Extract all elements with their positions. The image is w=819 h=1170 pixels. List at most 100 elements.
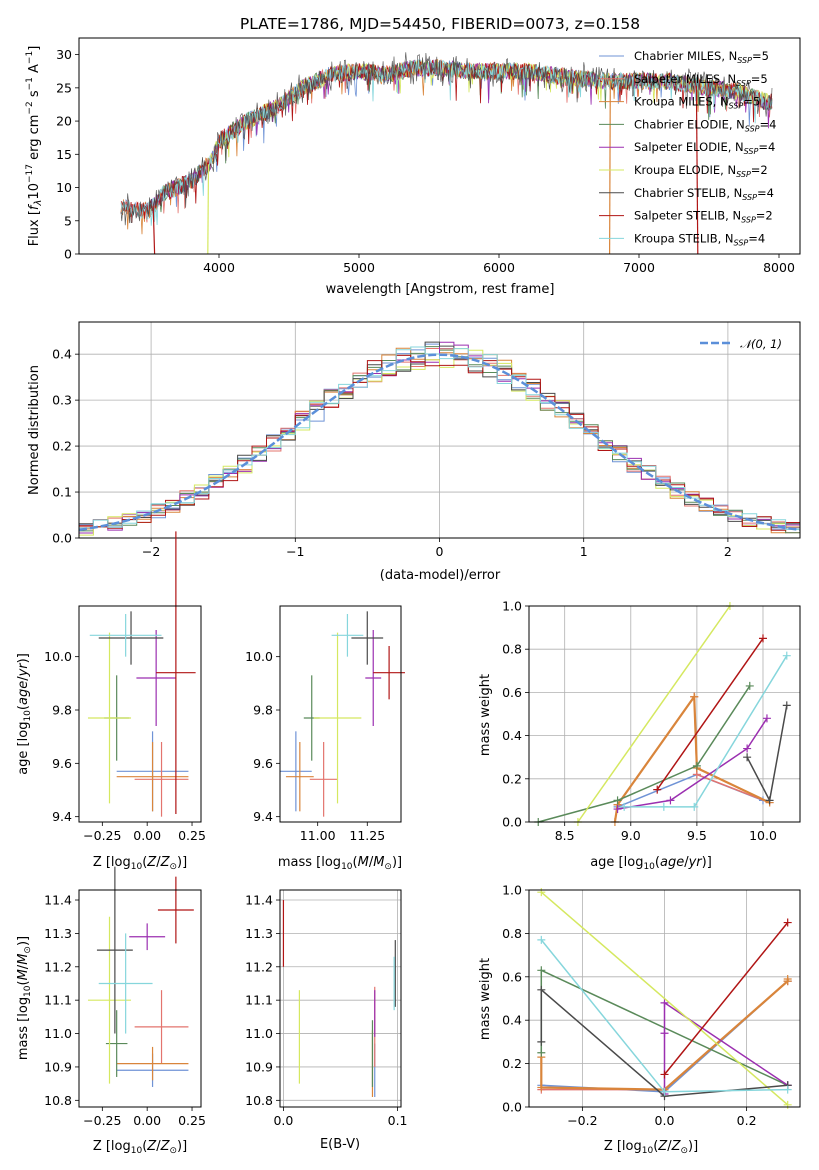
- y-tick-label: 0.4: [502, 1013, 522, 1028]
- age-vs-mass-axes: 11.00 11.25 9.4 9.6 9.8 10.0: [245, 605, 402, 843]
- x-tick-label: 11.00: [300, 828, 336, 843]
- spectrum-axes: 4000 5000 6000 7000 8000 0 5 10 15 20 25 30: [56, 37, 801, 275]
- y-tick-label: 10.0: [44, 649, 72, 664]
- plot-frame: [279, 605, 402, 823]
- y-tick-label: 15: [56, 147, 72, 162]
- mass-vs-extinction-axes: 0.0 0.1 10.8 10.9 11.0 11.1 11.2 11.3 11.4: [245, 889, 408, 1128]
- weight-marker-salpeter-elodie: [660, 1029, 669, 1038]
- y-tick-label: 11.4: [44, 893, 72, 908]
- y-tick-label: 0.0: [52, 531, 72, 546]
- spectrum-panel: 4000 5000 6000 7000 8000 0 5 10 15 20 25 30 PLATE=1…: [25, 15, 801, 297]
- x-tick-label: 9.0: [621, 828, 641, 843]
- legend-subscript: SSP: [744, 147, 759, 156]
- weight-marker-chabrier-elodie: [537, 966, 546, 975]
- legend-label-chabrier-miles: Chabrier MILES, NSSP=5: [634, 49, 769, 65]
- x-tick-label: 0.00: [133, 1113, 161, 1128]
- histogram-kroupa-elodie: [79, 348, 800, 536]
- legend-count: =5: [743, 95, 760, 109]
- y-tick-label: 10.8: [44, 1093, 72, 1108]
- weight-marker-chabrier-elodie: [692, 761, 701, 770]
- weight-marker-salpeter-stelib: [783, 918, 792, 927]
- y-tick-label: 11.1: [44, 993, 72, 1008]
- plot-frame: [78, 889, 202, 1108]
- weight-marker-chabrier-stelib: [782, 701, 791, 710]
- legend-count: =5: [751, 72, 768, 86]
- x-tick-label: 0.0: [655, 1113, 675, 1128]
- weight-vs-metallicity-y-label: mass weight: [478, 958, 493, 1040]
- x-tick-label: 10.0: [749, 828, 777, 843]
- y-tick-label: 0: [64, 247, 72, 262]
- x-tick-label: 5000: [343, 260, 375, 275]
- weight-line-chabrier-elodie: [538, 685, 751, 823]
- spectrum-lines: [120, 52, 773, 254]
- age-vs-metallicity-points: [87, 531, 196, 817]
- residuals-legend-label: 𝒩(0, 1): [740, 337, 782, 351]
- weight-line-salpeter-stelib: [663, 922, 789, 1075]
- legend-subscript: SSP: [737, 56, 752, 65]
- y-tick-label: 10.9: [44, 1059, 72, 1074]
- y-tick-label: 0.6: [502, 685, 522, 700]
- plot-frame: [78, 605, 202, 823]
- spectrum-y-label: Flux [fλ10−17 erg cm−2 s−1 A−1]: [25, 46, 44, 247]
- legend-subscript: SSP: [734, 238, 749, 247]
- y-tick-label: 0.3: [52, 393, 72, 408]
- x-tick-label: −0.2: [567, 1113, 597, 1128]
- y-tick-label: 1.0: [502, 599, 522, 614]
- weight-vs-metallicity-axes: −0.2 0.0 0.2 0.0 0.2 0.4 0.6 0.8 1.0: [502, 883, 801, 1128]
- weight-marker-chabrier-stelib: [537, 1037, 546, 1046]
- y-tick-label: 9.6: [253, 756, 273, 771]
- x-tick-label: 4000: [203, 260, 235, 275]
- y-tick-label: 11.0: [44, 1026, 72, 1041]
- y-tick-label: 11.2: [44, 959, 72, 974]
- weight-marker-salpeter-elodie: [666, 796, 675, 805]
- residuals-y-label: Normed distribution: [27, 365, 42, 495]
- legend-subscript: SSP: [741, 216, 756, 225]
- plot-frame: [279, 889, 402, 1108]
- weight-marker-salpeter-elodie: [613, 805, 622, 814]
- residuals-panel: −2 −1 0 1 2 0.0 0.1 0.2 0.3 0.4 (data-model)/erro…: [27, 321, 801, 583]
- legend-count: =4: [758, 140, 775, 154]
- residuals-x-label: (data-model)/error: [380, 568, 501, 583]
- legend-subscript: SSP: [729, 102, 744, 111]
- y-tick-label: 11.2: [245, 959, 273, 974]
- weight-line-kroupa-elodie: [540, 891, 789, 1106]
- weight-marker-kroupa-stelib: [690, 802, 699, 811]
- plot-frame: [528, 605, 801, 823]
- weight-marker-kroupa-stelib: [783, 1085, 792, 1094]
- y-tick-label: 10.0: [245, 649, 273, 664]
- y-tick-label: 11.1: [245, 993, 273, 1008]
- y-tick-label: 20: [56, 114, 72, 129]
- age-vs-mass-x-label: mass [log10(M/M⊙)]: [278, 855, 402, 872]
- y-tick-label: 9.8: [253, 703, 273, 718]
- weight-marker-kroupa-miles: [690, 692, 699, 701]
- spectrum-x-label: wavelength [Angstrom, rest frame]: [326, 282, 555, 297]
- age-vs-mass-points: [280, 611, 405, 817]
- spectrum-edge-drop: [608, 81, 611, 254]
- weight-marker-chabrier-stelib: [537, 985, 546, 994]
- weight-vs-age-axes: 8.5 9.0 9.5 10.0 0.0 0.2 0.4 0.6 0.8 1.0: [502, 599, 801, 843]
- y-tick-label: 0.4: [502, 728, 522, 743]
- x-tick-label: 0.00: [133, 828, 161, 843]
- y-tick-label: 1.0: [502, 883, 522, 898]
- x-tick-label: 11.25: [349, 828, 385, 843]
- y-tick-label: 30: [56, 47, 72, 62]
- spectrum-title: PLATE=1786, MJD=54450, FIBERID=0073, z=0…: [240, 15, 640, 33]
- y-tick-label: 0.0: [502, 1100, 522, 1115]
- histogram-salpeter-stelib: [79, 354, 800, 531]
- x-tick-label: 0.25: [178, 828, 206, 843]
- residuals-histograms: [78, 341, 801, 536]
- x-tick-label: 8.5: [555, 828, 575, 843]
- weight-line-salpeter-elodie: [617, 717, 768, 810]
- weight-marker-kroupa-stelib: [620, 802, 629, 811]
- plot-frame: [78, 321, 801, 539]
- x-tick-label: 9.5: [687, 828, 707, 843]
- x-tick-label: 0.0: [273, 1113, 293, 1128]
- y-tick-label: 25: [56, 80, 72, 95]
- weight-marker-kroupa-miles: [537, 1083, 546, 1092]
- x-tick-label: 2: [724, 544, 732, 559]
- weight-marker-kroupa-stelib: [660, 1087, 669, 1096]
- histogram-kroupa-stelib: [79, 346, 800, 530]
- legend-subscript: SSP: [736, 170, 751, 179]
- histogram-salpeter-elodie: [79, 341, 800, 534]
